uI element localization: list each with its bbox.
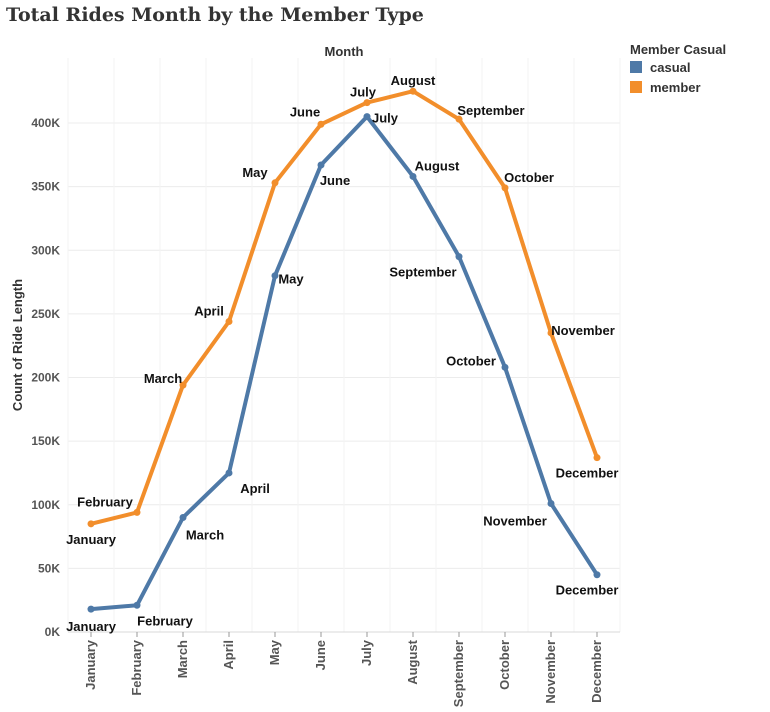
x-tick-label: February	[129, 639, 144, 695]
data-label-member: May	[242, 165, 268, 180]
data-point-member[interactable]	[179, 381, 187, 389]
x-tick-label: July	[359, 639, 374, 666]
x-tick-label: March	[175, 640, 190, 678]
data-label-casual: November	[483, 513, 547, 528]
data-label-casual: February	[137, 613, 193, 628]
x-tick-label: January	[83, 639, 98, 690]
series-line-member[interactable]	[89, 89, 599, 526]
data-point-member[interactable]	[133, 508, 141, 516]
data-point-member[interactable]	[317, 120, 325, 128]
data-point-casual[interactable]	[133, 601, 141, 609]
y-axis-title: Count of Ride Length	[10, 279, 25, 411]
data-label-casual: July	[372, 111, 399, 126]
legend-swatch-member	[630, 81, 642, 93]
data-point-casual[interactable]	[179, 513, 187, 521]
data-point-casual[interactable]	[593, 571, 601, 579]
data-point-casual[interactable]	[363, 113, 371, 121]
y-tick-label: 300K	[31, 243, 60, 257]
data-label-member: August	[391, 73, 436, 88]
y-tick-label: 200K	[31, 371, 60, 385]
data-point-casual[interactable]	[317, 161, 325, 169]
series-line-casual[interactable]	[89, 114, 599, 612]
data-label-member: December	[556, 466, 619, 481]
top-axis-label: Month	[325, 44, 364, 59]
chart-title: Total Rides Month by the Member Type	[6, 4, 424, 26]
data-point-casual[interactable]	[547, 499, 555, 507]
data-point-member[interactable]	[547, 329, 555, 337]
data-label-member: November	[551, 323, 615, 338]
data-label-casual: April	[240, 481, 270, 496]
data-label-member: April	[194, 304, 224, 319]
y-tick-label: 150K	[31, 434, 60, 448]
data-label-casual: December	[556, 583, 619, 598]
data-label-member: September	[457, 103, 524, 118]
x-tick-label: December	[589, 640, 604, 703]
data-point-casual[interactable]	[409, 172, 417, 180]
data-label-casual: January	[66, 619, 117, 634]
data-point-member[interactable]	[593, 454, 601, 462]
legend-item-casual[interactable]: casual	[630, 57, 726, 77]
data-point-member[interactable]	[455, 115, 463, 123]
y-tick-label: 350K	[31, 180, 60, 194]
data-point-member[interactable]	[363, 99, 371, 107]
data-point-member[interactable]	[501, 184, 509, 192]
x-tick-label: November	[543, 640, 558, 704]
data-point-casual[interactable]	[501, 363, 509, 371]
data-label-casual: September	[389, 265, 456, 280]
data-point-member[interactable]	[271, 179, 279, 187]
data-label-member: July	[350, 85, 377, 100]
data-label-member: February	[77, 494, 133, 509]
data-point-casual[interactable]	[455, 253, 463, 261]
data-point-casual[interactable]	[87, 605, 95, 613]
legend-label-member: member	[650, 79, 701, 95]
x-tick-label: August	[405, 639, 420, 684]
data-label-casual: October	[446, 353, 496, 368]
legend-swatch-casual	[630, 61, 642, 73]
data-point-casual[interactable]	[225, 469, 233, 477]
data-point-casual[interactable]	[271, 272, 279, 280]
data-label-member: October	[504, 170, 554, 185]
y-tick-label: 100K	[31, 498, 60, 512]
legend-item-member[interactable]: member	[630, 77, 726, 97]
legend: Member Casual casual member	[630, 42, 726, 97]
x-tick-label: September	[451, 640, 466, 707]
y-tick-label: 250K	[31, 307, 60, 321]
legend-label-casual: casual	[650, 59, 691, 75]
data-point-member[interactable]	[409, 87, 417, 95]
data-label-member: March	[144, 371, 182, 386]
data-point-member[interactable]	[225, 318, 233, 326]
y-tick-label: 50K	[38, 561, 60, 575]
data-label-member: January	[66, 532, 117, 547]
x-tick-label: May	[267, 639, 282, 665]
legend-title: Member Casual	[630, 42, 727, 57]
data-label-member: June	[290, 104, 320, 119]
x-tick-label: April	[221, 640, 236, 670]
data-label-casual: August	[415, 158, 460, 173]
y-tick-label: 0K	[45, 625, 61, 639]
data-label-casual: May	[278, 272, 304, 287]
x-tick-label: June	[313, 640, 328, 670]
data-label-casual: March	[186, 527, 224, 542]
y-tick-label: 400K	[31, 116, 60, 130]
data-label-casual: June	[320, 173, 350, 188]
x-tick-label: October	[497, 640, 512, 690]
data-point-member[interactable]	[87, 520, 95, 528]
